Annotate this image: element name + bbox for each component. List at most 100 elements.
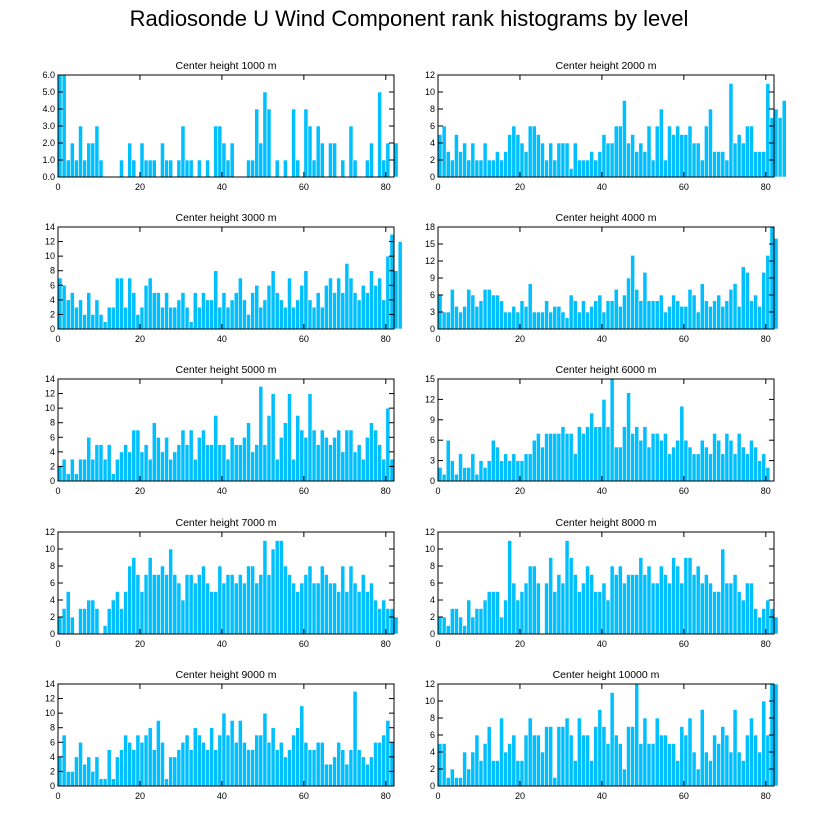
histogram-bar	[638, 300, 644, 330]
histogram-bar	[356, 444, 362, 482]
histogram-bar	[548, 142, 554, 178]
histogram-bar	[365, 763, 370, 787]
histogram-bar	[560, 426, 566, 482]
histogram-bar	[683, 734, 689, 787]
histogram-bar	[237, 277, 243, 330]
histogram-bar	[503, 751, 508, 787]
x-tick-label: 60	[299, 791, 309, 801]
histogram-bar	[454, 608, 459, 635]
histogram-bar	[642, 574, 648, 635]
histogram-bar	[168, 159, 174, 178]
y-tick-label: 15	[425, 374, 435, 384]
histogram-bar	[303, 108, 309, 178]
histogram-bar	[319, 306, 325, 330]
histogram-bar	[242, 299, 247, 330]
y-tick-label: 12	[45, 694, 55, 704]
histogram-bar	[291, 582, 296, 635]
histogram-bar	[299, 284, 305, 330]
histogram-bar	[393, 270, 399, 330]
histogram-bar	[519, 300, 525, 330]
histogram-bar	[597, 151, 603, 178]
histogram-bar	[385, 255, 391, 330]
histogram-bar	[164, 574, 169, 635]
histogram-bar	[658, 439, 664, 482]
histogram-bar	[90, 599, 96, 635]
histogram-bar	[303, 270, 309, 330]
histogram-bar	[385, 407, 391, 482]
x-tick-label: 60	[679, 182, 689, 192]
histogram-bar	[753, 446, 758, 482]
histogram-bar	[221, 292, 227, 330]
histogram-bar	[581, 582, 586, 635]
histogram-bar	[233, 292, 239, 330]
histogram-bar	[470, 294, 476, 330]
histogram-bar	[233, 444, 239, 482]
histogram-bar	[287, 277, 292, 330]
histogram-bar	[667, 125, 672, 178]
histogram-bar	[254, 108, 260, 178]
histogram-bar	[564, 142, 570, 178]
histogram-bar	[490, 439, 496, 482]
histogram-bar	[221, 712, 227, 787]
histogram-bar	[180, 292, 186, 330]
histogram-bar	[728, 439, 734, 482]
histogram-bar	[753, 734, 758, 787]
y-tick-label: 0.0	[42, 172, 55, 182]
histogram-bar	[217, 125, 223, 178]
histogram-bar	[495, 446, 500, 482]
histogram-panel: Center height 6000 m 0 3 6 9 12 15 0 20 40 60 80	[425, 364, 775, 496]
y-tick-label: 0	[50, 324, 55, 334]
histogram-bar	[221, 582, 227, 635]
histogram-bar	[536, 582, 541, 635]
histogram-bar	[699, 709, 705, 787]
histogram-bar	[699, 582, 705, 635]
x-tick-label: 40	[597, 791, 607, 801]
histogram-bar	[164, 292, 169, 330]
histogram-bar	[352, 582, 358, 635]
histogram-bar	[315, 444, 321, 482]
histogram-bar	[724, 734, 730, 787]
histogram-bar	[90, 458, 96, 482]
histogram-bar	[601, 726, 607, 787]
histogram-bar	[490, 294, 496, 330]
histogram-bar	[490, 159, 496, 178]
histogram-bar	[389, 458, 395, 482]
histogram-bar	[716, 743, 722, 787]
histogram-bar	[315, 741, 321, 787]
histogram-bar	[470, 142, 476, 178]
histogram-bar	[123, 306, 128, 330]
y-tick-label: 2	[50, 766, 55, 776]
histogram-bar	[356, 749, 362, 787]
histogram-bar	[437, 134, 443, 178]
histogram-bar	[654, 300, 660, 330]
histogram-bar	[499, 460, 504, 482]
histogram-bar	[449, 460, 455, 482]
histogram-bar	[57, 616, 63, 635]
histogram-bar	[605, 426, 611, 482]
histogram-bar	[98, 778, 104, 787]
histogram-bar	[646, 300, 652, 330]
histogram-bar	[605, 142, 611, 178]
histogram-bar	[94, 125, 100, 178]
histogram-bar	[589, 760, 595, 787]
histogram-bar	[377, 277, 383, 330]
histogram-bar	[393, 616, 399, 635]
histogram-bar	[340, 451, 346, 482]
histogram-bar	[324, 284, 329, 330]
histogram-bar	[490, 760, 496, 787]
histogram-bar	[156, 436, 161, 482]
x-tick-label: 60	[679, 486, 689, 496]
histogram-bar	[749, 439, 754, 482]
y-tick-label: 8	[430, 104, 435, 114]
histogram-bar	[127, 741, 133, 787]
y-tick-label: 2.0	[42, 138, 55, 148]
histogram-bar	[156, 292, 161, 330]
histogram-panel: Center height 1000 m 0.0 1.0 2.0 3.0 4.0 5.0 6.…	[42, 60, 399, 192]
histogram-bar	[106, 608, 112, 635]
histogram-bar	[115, 591, 120, 635]
histogram-bar	[490, 591, 496, 635]
histogram-bar	[78, 125, 83, 178]
histogram-bar	[617, 125, 623, 178]
histogram-bar	[307, 125, 313, 178]
x-tick-label: 20	[135, 639, 145, 649]
